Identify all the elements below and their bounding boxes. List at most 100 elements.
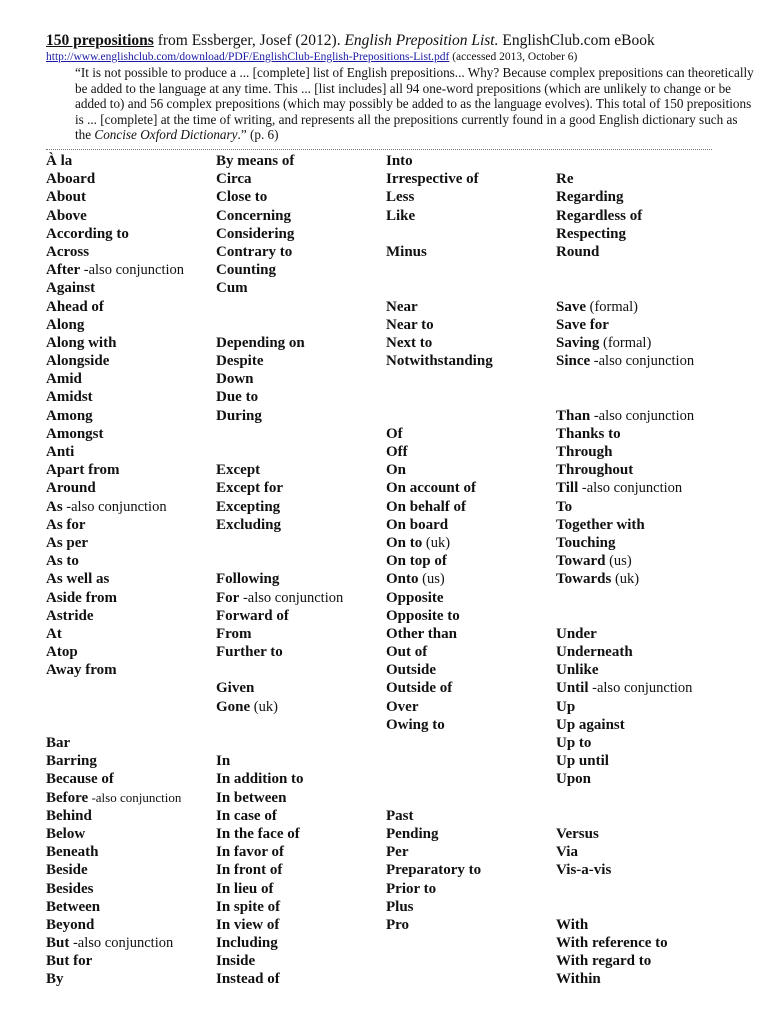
preposition-item: About [46,188,216,206]
preposition-item: As -also conjunction [46,498,216,516]
preposition-item: Following [216,570,386,588]
preposition-word: Other than [386,625,457,642]
preposition-item: On top of [386,552,556,570]
preposition-word: In [216,753,231,770]
preposition-word: Above [46,207,87,224]
blank-row [386,225,556,243]
preposition-item: Cum [216,279,386,297]
preposition-item: Given [216,679,386,697]
document-header: 150 prepositions from Essberger, Josef (… [46,32,754,143]
preposition-word: Considering [216,225,295,242]
preposition-word: Excepting [216,498,281,515]
preposition-item: Regardless of [556,207,726,225]
preposition-item: Because of [46,770,216,788]
preposition-word: Throughout [556,462,634,479]
preposition-item: Behind [46,807,216,825]
preposition-item: Towards (uk) [556,570,726,588]
preposition-word: Following [216,571,280,588]
column-4: Re Regarding Regardless of Respecting Round S… [556,152,726,989]
preposition-word: Because of [46,771,114,788]
blank-row [556,589,726,607]
preposition-item: Minus [386,243,556,261]
preposition-item: Thanks to [556,425,726,443]
preposition-item: As per [46,534,216,552]
preposition-word: Behind [46,807,92,824]
quote-end: .” (p. 6) [237,127,279,143]
preposition-item: Outside of [386,679,556,697]
preposition-word: Ahead of [46,298,104,315]
preposition-word: Amid [46,371,82,388]
blank-row [216,298,386,316]
preposition-item: Across [46,243,216,261]
preposition-item: Under [556,625,726,643]
preposition-item: On to (uk) [386,534,556,552]
preposition-note: -also conjunction [88,789,182,805]
preposition-item: Unlike [556,661,726,679]
preposition-word: At [46,625,62,642]
preposition-word: Thanks to [556,425,621,442]
preposition-item: Via [556,843,726,861]
preposition-item: In addition to [216,770,386,788]
preposition-word: Amidst [46,389,93,406]
preposition-item: Apart from [46,461,216,479]
preposition-word: Bar [46,735,71,751]
preposition-word: As to [46,553,79,570]
preposition-item: Contrary to [216,243,386,261]
preposition-word: Round [556,243,600,260]
preposition-word: Outside of [386,680,453,697]
preposition-item: Beyond [46,916,216,934]
preposition-item: Along [46,316,216,334]
preposition-word: Astride [46,607,94,624]
preposition-word: Regarding [556,189,624,206]
preposition-item: As for [46,516,216,534]
preposition-word: Pending [386,825,439,842]
source-link[interactable]: http://www.englishclub.com/download/PDF/… [46,51,450,63]
preposition-item: Above [46,207,216,225]
preposition-item: According to [46,225,216,243]
preposition-item: On board [386,516,556,534]
preposition-word: Between [46,898,101,915]
preposition-word: Atop [46,644,78,661]
preposition-item: Preparatory to [386,861,556,879]
preposition-item: Despite [216,352,386,370]
preposition-word: Around [46,480,96,497]
preposition-word: Given [216,680,255,697]
preposition-word: Touching [556,534,616,551]
preposition-word: Against [46,280,96,297]
blank-row [386,734,556,752]
preposition-word: Unlike [556,662,599,679]
preposition-item: Due to [216,388,386,406]
preposition-word: Save for [556,316,609,333]
preposition-item: Within [556,970,726,988]
preposition-note: -also conjunction [590,407,695,424]
book-title: English Preposition List. [344,32,499,49]
blank-row [216,734,386,752]
preposition-item: Amidst [46,388,216,406]
preposition-word: Beneath [46,844,99,861]
preposition-word: About [46,189,87,206]
blank-row [386,279,556,297]
preposition-item: Toward (us) [556,552,726,570]
preposition-item: Up until [556,752,726,770]
preposition-word: As well as [46,571,110,588]
preposition-item: Up against [556,716,726,734]
preposition-word: Saving [556,334,600,351]
preposition-word: Since [556,353,591,370]
preposition-item: Atop [46,643,216,661]
preposition-word: Over [386,698,419,715]
preposition-word: Until [556,680,589,697]
preposition-word: In view of [216,916,280,933]
preposition-item: Like [386,207,556,225]
preposition-word: In the face of [216,825,300,842]
preposition-word: Respecting [556,225,626,242]
preposition-item: Out of [386,643,556,661]
blank-row [216,316,386,334]
preposition-item: Through [556,443,726,461]
preposition-item: Until -also conjunction [556,679,726,697]
preposition-item: Pending [386,825,556,843]
preposition-item: Vis-a-vis [556,861,726,879]
preposition-note: (uk) [611,571,640,588]
preposition-word: In favor of [216,844,285,861]
blank-row [556,898,726,916]
preposition-word: But [46,935,70,952]
